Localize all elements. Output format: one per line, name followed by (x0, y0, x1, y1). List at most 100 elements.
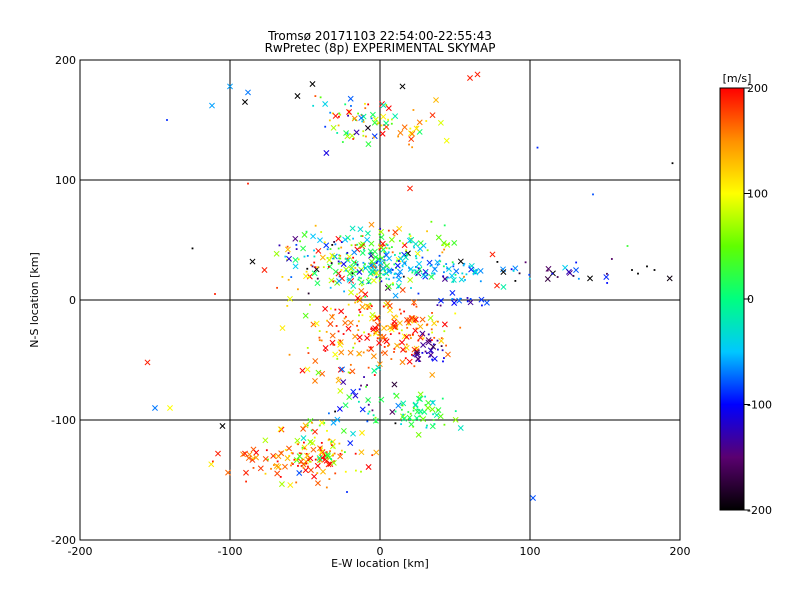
cross-marker (372, 116, 379, 123)
cross-marker (398, 339, 405, 346)
dot-marker (406, 326, 409, 329)
cross-marker (317, 237, 323, 244)
dot-marker (291, 463, 294, 465)
y-tick-label: 100 (55, 174, 76, 187)
dot-marker (369, 346, 372, 349)
dot-marker (370, 328, 373, 330)
cross-marker (332, 268, 339, 275)
dot-marker (295, 458, 298, 461)
cross-marker (449, 289, 456, 296)
dot-marker (357, 353, 360, 356)
cross-marker (467, 75, 473, 81)
dot-marker (388, 247, 391, 250)
y-tick-label: 0 (69, 294, 76, 307)
cross-marker (340, 427, 347, 434)
dot-marker (274, 454, 276, 457)
dot-marker (391, 251, 394, 254)
dot-marker (412, 419, 414, 422)
cross-marker (219, 423, 226, 429)
cross-marker (262, 455, 269, 462)
cross-marker (377, 333, 384, 340)
cross-marker (389, 409, 396, 415)
dot-marker (364, 102, 366, 105)
dot-marker (463, 275, 465, 278)
dot-marker (367, 277, 370, 280)
dot-marker (349, 363, 352, 366)
dot-marker (281, 276, 284, 278)
dot-marker (388, 343, 391, 346)
dot-marker (290, 452, 293, 454)
dot-marker (395, 327, 397, 330)
cross-marker (445, 266, 452, 272)
dot-marker (528, 273, 531, 276)
dot-marker (481, 304, 483, 307)
dot-marker (431, 312, 433, 314)
dot-marker (361, 314, 364, 317)
dot-marker (433, 423, 436, 425)
dot-marker (402, 242, 404, 245)
dot-marker (370, 117, 373, 120)
cross-marker (420, 416, 427, 423)
cross-marker (430, 343, 437, 350)
dot-marker (390, 118, 393, 121)
cross-marker (433, 412, 440, 419)
cross-marker (369, 268, 376, 275)
x-axis-ticks: -200 -100 0 100 200 (68, 60, 691, 558)
dot-marker (412, 303, 415, 306)
cross-marker (431, 320, 438, 327)
cross-marker (394, 342, 401, 349)
dot-marker (409, 235, 412, 238)
cross-marker (337, 366, 344, 373)
dot-marker (447, 276, 449, 279)
dot-marker (295, 248, 298, 250)
dot-marker (409, 127, 412, 130)
dot-marker (352, 237, 354, 240)
dot-marker (354, 244, 357, 247)
dot-marker (332, 343, 335, 346)
cross-marker (500, 283, 507, 290)
dot-marker (333, 255, 336, 258)
dot-marker (300, 461, 302, 464)
cross-marker (332, 351, 339, 358)
dot-marker (339, 452, 342, 455)
dot-marker (339, 235, 342, 238)
cross-marker (397, 129, 404, 136)
dot-marker (330, 440, 333, 443)
cross-marker (380, 113, 387, 120)
dot-marker (420, 411, 423, 414)
dot-marker (463, 262, 466, 265)
dot-marker (427, 333, 430, 336)
cross-marker (312, 358, 319, 364)
cross-marker (457, 258, 464, 265)
dot-marker (445, 278, 448, 281)
dot-marker (360, 277, 362, 280)
dot-marker (316, 277, 319, 280)
dot-marker (421, 256, 424, 259)
dot-marker (328, 412, 330, 415)
dot-marker (376, 260, 379, 263)
cross-marker (319, 254, 326, 261)
dot-marker (441, 244, 444, 247)
dot-marker (439, 304, 442, 307)
dot-marker (309, 303, 311, 306)
dot-marker (326, 319, 329, 322)
dot-marker (392, 276, 395, 279)
dot-marker (358, 340, 361, 343)
cross-marker (377, 260, 384, 266)
cross-marker (327, 461, 334, 467)
cross-marker (412, 241, 419, 247)
cross-marker (369, 111, 376, 118)
dot-marker (442, 265, 445, 268)
cross-marker (292, 235, 299, 242)
dot-marker (312, 272, 314, 275)
dot-marker (446, 267, 449, 270)
dot-marker (475, 269, 478, 272)
dot-marker (306, 347, 309, 349)
cross-marker (445, 351, 451, 358)
cross-marker (282, 463, 288, 470)
dot-marker (343, 290, 346, 293)
cross-marker (364, 125, 371, 131)
dot-marker (383, 346, 386, 348)
dot-marker (514, 280, 517, 282)
dot-marker (408, 233, 411, 236)
